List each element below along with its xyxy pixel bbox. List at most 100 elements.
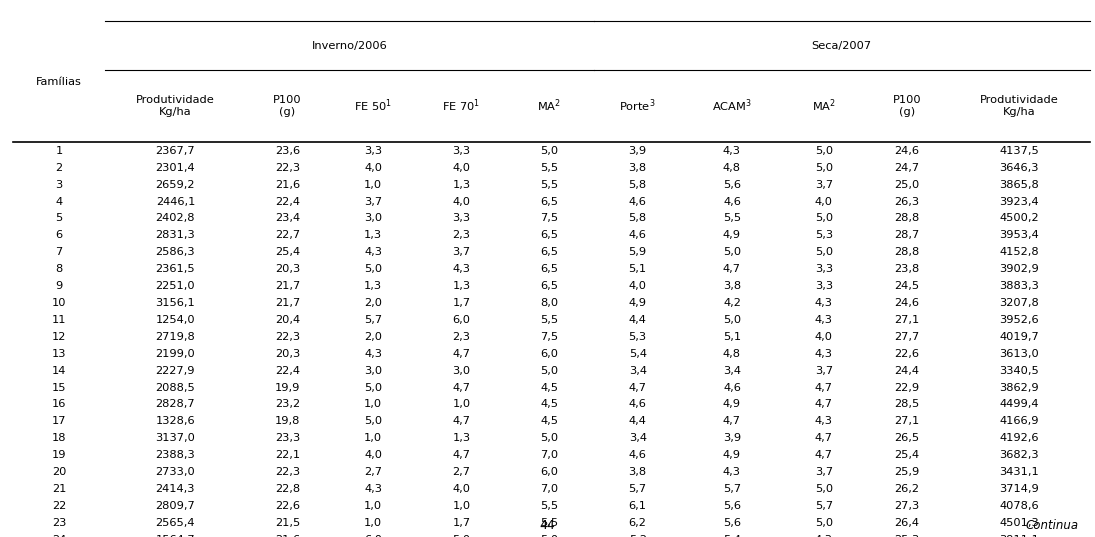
Text: 3,7: 3,7 <box>452 247 471 257</box>
Text: 23,3: 23,3 <box>275 433 300 444</box>
Text: 4137,5: 4137,5 <box>1000 146 1039 156</box>
Text: 4: 4 <box>56 197 62 207</box>
Text: 25,3: 25,3 <box>895 535 920 537</box>
Text: 6,5: 6,5 <box>541 247 558 257</box>
Text: 4,3: 4,3 <box>365 484 382 494</box>
Text: 7,5: 7,5 <box>541 332 558 342</box>
Text: 4192,6: 4192,6 <box>1000 433 1039 444</box>
Text: 4,6: 4,6 <box>629 197 647 207</box>
Text: 2586,3: 2586,3 <box>155 247 195 257</box>
Text: 19,8: 19,8 <box>275 416 300 426</box>
Text: 4,7: 4,7 <box>815 450 833 460</box>
Text: 22,3: 22,3 <box>275 467 300 477</box>
Text: Inverno/2006: Inverno/2006 <box>311 41 388 50</box>
Text: 5,0: 5,0 <box>815 484 833 494</box>
Text: 4,5: 4,5 <box>541 382 558 393</box>
Text: 22,4: 22,4 <box>275 197 300 207</box>
Text: 4,7: 4,7 <box>452 416 471 426</box>
Text: 21,6: 21,6 <box>275 179 300 190</box>
Text: Porte$^3$: Porte$^3$ <box>620 98 656 114</box>
Text: 26,2: 26,2 <box>895 484 920 494</box>
Text: 6,0: 6,0 <box>452 315 471 325</box>
Text: 5,1: 5,1 <box>629 264 647 274</box>
Text: 4,6: 4,6 <box>629 230 647 241</box>
Text: 3137,0: 3137,0 <box>155 433 195 444</box>
Text: 21: 21 <box>51 484 67 494</box>
Text: 6,0: 6,0 <box>541 467 558 477</box>
Text: 7: 7 <box>56 247 62 257</box>
Text: 4,3: 4,3 <box>365 349 382 359</box>
Text: Continua: Continua <box>1025 519 1079 532</box>
Text: 20,4: 20,4 <box>275 315 300 325</box>
Text: 44: 44 <box>540 519 555 532</box>
Text: FE 50$^1$: FE 50$^1$ <box>354 98 392 114</box>
Text: 27,1: 27,1 <box>895 315 920 325</box>
Text: 3,3: 3,3 <box>452 213 471 223</box>
Text: 2719,8: 2719,8 <box>155 332 195 342</box>
Text: 23,4: 23,4 <box>275 213 300 223</box>
Text: 5,5: 5,5 <box>723 213 741 223</box>
Text: 4,7: 4,7 <box>815 400 833 410</box>
Text: 22,6: 22,6 <box>275 501 300 511</box>
Text: 3431,1: 3431,1 <box>1000 467 1039 477</box>
Text: Famílias: Famílias <box>36 77 82 87</box>
Text: 3682,3: 3682,3 <box>1000 450 1039 460</box>
Text: 4499,4: 4499,4 <box>1000 400 1039 410</box>
Text: 25,4: 25,4 <box>895 450 920 460</box>
Text: 22: 22 <box>51 501 66 511</box>
Text: 4,9: 4,9 <box>723 400 741 410</box>
Text: 22,6: 22,6 <box>895 349 920 359</box>
Text: 5,0: 5,0 <box>365 416 382 426</box>
Text: 6,5: 6,5 <box>541 197 558 207</box>
Text: 21,7: 21,7 <box>275 298 300 308</box>
Text: 4,4: 4,4 <box>629 416 647 426</box>
Text: 3911,1: 3911,1 <box>999 535 1039 537</box>
Text: 3865,8: 3865,8 <box>1000 179 1039 190</box>
Text: 2,0: 2,0 <box>365 298 382 308</box>
Text: 5,5: 5,5 <box>541 179 558 190</box>
Text: 4,0: 4,0 <box>815 197 833 207</box>
Text: 3: 3 <box>56 179 62 190</box>
Text: 2,0: 2,0 <box>365 332 382 342</box>
Text: 3,0: 3,0 <box>452 366 471 376</box>
Text: 22,4: 22,4 <box>275 366 300 376</box>
Text: 23,2: 23,2 <box>275 400 300 410</box>
Text: 9: 9 <box>56 281 62 291</box>
Text: 3,4: 3,4 <box>723 366 741 376</box>
Text: 2,3: 2,3 <box>452 332 471 342</box>
Text: 19,9: 19,9 <box>275 382 300 393</box>
Text: 19: 19 <box>51 450 67 460</box>
Text: MA$^2$: MA$^2$ <box>538 98 562 114</box>
Text: 4,6: 4,6 <box>629 450 647 460</box>
Text: P100
(g): P100 (g) <box>273 95 302 117</box>
Text: 4019,7: 4019,7 <box>1000 332 1039 342</box>
Text: 1,3: 1,3 <box>365 281 382 291</box>
Text: 3,7: 3,7 <box>815 467 833 477</box>
Text: 4,3: 4,3 <box>723 467 741 477</box>
Text: 6,5: 6,5 <box>541 230 558 241</box>
Text: 1,7: 1,7 <box>452 298 471 308</box>
Text: 2367,7: 2367,7 <box>155 146 195 156</box>
Text: 3,3: 3,3 <box>815 281 833 291</box>
Text: 5,6: 5,6 <box>723 179 741 190</box>
Text: 5,7: 5,7 <box>365 315 382 325</box>
Text: 7,0: 7,0 <box>541 450 558 460</box>
Text: 27,7: 27,7 <box>895 332 920 342</box>
Text: 2388,3: 2388,3 <box>155 450 195 460</box>
Text: 4,9: 4,9 <box>629 298 647 308</box>
Text: 6,1: 6,1 <box>629 501 647 511</box>
Text: 5,8: 5,8 <box>629 213 647 223</box>
Text: 24,6: 24,6 <box>895 298 920 308</box>
Text: 21,6: 21,6 <box>275 535 300 537</box>
Text: 20,3: 20,3 <box>275 349 300 359</box>
Text: 5,5: 5,5 <box>541 315 558 325</box>
Text: 2,7: 2,7 <box>452 467 471 477</box>
Text: 5,7: 5,7 <box>629 484 647 494</box>
Text: 1: 1 <box>56 146 62 156</box>
Text: 8,0: 8,0 <box>541 298 558 308</box>
Text: 4,0: 4,0 <box>629 281 647 291</box>
Text: 1,0: 1,0 <box>365 518 382 528</box>
Text: 4,5: 4,5 <box>541 400 558 410</box>
Text: 4,6: 4,6 <box>723 197 741 207</box>
Text: 4,6: 4,6 <box>629 400 647 410</box>
